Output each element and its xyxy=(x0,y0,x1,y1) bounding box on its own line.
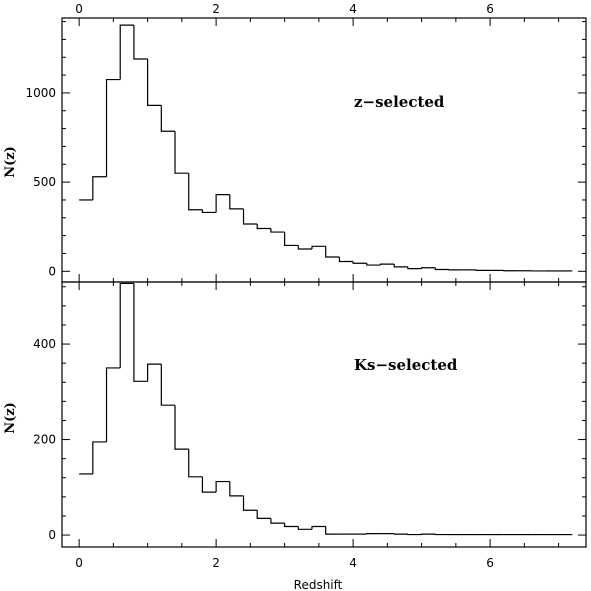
bottom-histogram-bin xyxy=(188,449,203,478)
bottom-histogram-bin xyxy=(174,405,189,450)
top-x-tick-label: 6 xyxy=(486,2,494,16)
bottom-histogram-bin xyxy=(256,510,271,519)
top-histogram-bin xyxy=(174,131,189,174)
top-histogram-bin xyxy=(407,266,422,270)
top-y-axis-label: N(z) xyxy=(3,146,18,178)
top-histogram-bin xyxy=(160,105,176,132)
bottom-histogram-bin xyxy=(160,364,176,406)
bottom-histogram-bin xyxy=(147,363,162,382)
top-histogram-bin xyxy=(105,78,121,177)
top-histogram-bin xyxy=(119,24,134,80)
top-panel-frame xyxy=(61,17,587,283)
bottom-panel-frame xyxy=(61,281,587,548)
bottom-histogram-bin xyxy=(119,282,134,368)
bottom-histogram-bin xyxy=(297,526,313,530)
top-histogram-bin xyxy=(256,224,271,230)
bottom-histogram-bin xyxy=(229,481,244,497)
x-axis-title: Redshift xyxy=(294,578,343,591)
top-histogram-bin xyxy=(147,59,162,107)
top-x-tick-label: 4 xyxy=(349,2,357,16)
bottom-histogram-bin xyxy=(105,367,121,442)
top-histogram-bin xyxy=(215,193,230,213)
bottom-x-tick-label: 0 xyxy=(75,556,83,570)
top-histogram-bin xyxy=(133,25,148,60)
top-panel-label: z−selected xyxy=(354,93,445,111)
top-histogram-bin xyxy=(229,194,244,210)
bottom-panel-label: Ks−selected xyxy=(354,356,458,374)
top-histogram-bin xyxy=(242,208,258,225)
bottom-histogram-marks: 0 200 400 0 2 4 6 xyxy=(33,282,586,570)
bottom-y-axis-label: N(z) xyxy=(3,402,18,434)
top-y-tick-label: 500 xyxy=(33,175,56,189)
bottom-x-tick-label: 2 xyxy=(212,556,220,570)
bottom-histogram-bin xyxy=(133,283,148,382)
top-histogram-bin xyxy=(366,263,381,266)
bottom-x-tick-label: 6 xyxy=(486,556,494,570)
top-histogram-bin xyxy=(270,228,285,233)
bottom-histogram-bin xyxy=(242,495,258,511)
bottom-histogram-bin xyxy=(311,525,326,530)
bottom-histogram-bin xyxy=(325,526,340,535)
bottom-y-tick-label: 200 xyxy=(33,433,56,447)
top-histogram-bin xyxy=(379,263,395,266)
top-x-tick-label: 0 xyxy=(75,2,83,16)
top-histogram-bin xyxy=(284,232,299,247)
bottom-y-tick-label: 0 xyxy=(48,528,56,542)
top-histogram-bin xyxy=(393,264,408,268)
bottom-histogram-bin xyxy=(270,518,285,524)
top-histogram-bin xyxy=(475,269,491,272)
bottom-histogram-bin xyxy=(215,480,230,493)
top-histogram-bin xyxy=(92,176,107,200)
top-histogram-bin xyxy=(421,267,436,269)
top-y-tick-label: 0 xyxy=(48,264,56,278)
top-histogram-bin xyxy=(201,209,217,214)
bottom-histogram-bin xyxy=(201,476,217,493)
top-panel: z−selected N(z) 0 500 1000 0 2 4 6 xyxy=(3,2,587,283)
top-y-tick-label: 1000 xyxy=(25,86,56,100)
bottom-x-tick-label: 4 xyxy=(349,556,357,570)
top-histogram-marks: 0 500 1000 0 2 4 6 xyxy=(25,2,586,282)
bottom-panel: Ks−selected N(z) Redshift 0 200 400 0 2 4 6 xyxy=(3,281,587,591)
top-histogram-bin xyxy=(434,267,450,271)
top-histogram-bin xyxy=(338,257,354,263)
top-histogram-bin xyxy=(352,261,367,264)
top-x-tick-label: 2 xyxy=(212,2,220,16)
top-histogram-bin xyxy=(188,173,203,211)
bottom-histogram-bin xyxy=(284,523,299,528)
bottom-histogram-bin xyxy=(92,441,107,474)
top-histogram-bin xyxy=(325,246,340,258)
bottom-y-tick-label: 400 xyxy=(33,337,56,351)
top-histogram-bin xyxy=(311,245,326,249)
top-histogram-bin xyxy=(297,245,313,250)
